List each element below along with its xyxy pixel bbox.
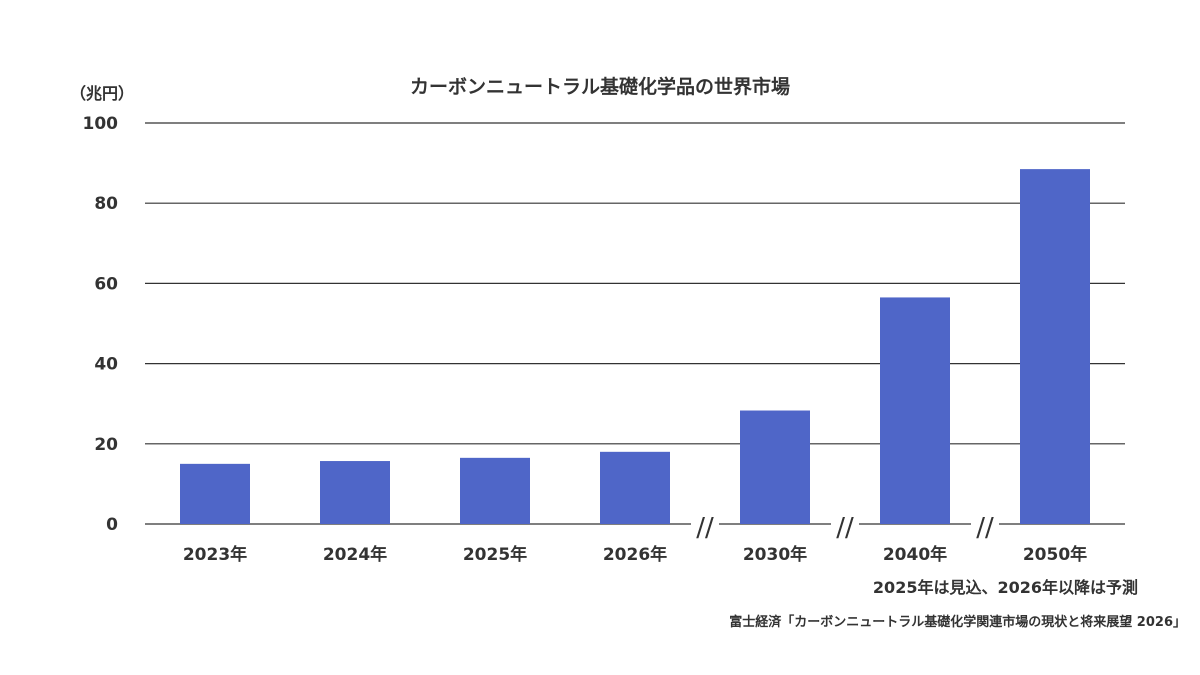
x-tick-label: 2026年 bbox=[603, 544, 667, 565]
x-tick-labels: 2023年 2024年 2025年 2026年 2030年 2040年 2050年 bbox=[183, 544, 1087, 565]
axis-break-mark: // bbox=[836, 513, 854, 543]
axis-break-mark: // bbox=[696, 513, 714, 543]
bar bbox=[460, 457, 530, 524]
bars bbox=[180, 169, 1090, 525]
y-tick-label: 0 bbox=[106, 515, 118, 535]
y-tick-label: 80 bbox=[94, 194, 118, 214]
bar bbox=[320, 461, 390, 524]
x-tick-label: 2040年 bbox=[883, 544, 947, 565]
axis-break-mark: // bbox=[976, 513, 994, 543]
bar bbox=[740, 410, 810, 524]
axis-break-gap bbox=[691, 520, 719, 528]
source-citation: 富士経済「カーボンニュートラル基礎化学関連市場の現状と将来展望 2026」 bbox=[729, 615, 1186, 630]
y-tick-label: 20 bbox=[94, 435, 118, 455]
axis-breaks: // // // bbox=[691, 513, 999, 543]
bar bbox=[880, 297, 950, 524]
y-tick-label: 60 bbox=[94, 274, 118, 294]
axis-break-gap bbox=[831, 520, 859, 528]
x-tick-label: 2025年 bbox=[463, 544, 527, 565]
x-tick-label: 2030年 bbox=[743, 544, 807, 565]
chart-title: カーボンニュートラル基礎化学品の世界市場 bbox=[409, 76, 790, 98]
y-tick-label: 100 bbox=[83, 114, 119, 134]
forecast-note: 2025年は見込、2026年以降は予測 bbox=[872, 578, 1138, 597]
bar bbox=[180, 463, 250, 524]
axis-break-gap bbox=[971, 520, 999, 528]
x-tick-label: 2024年 bbox=[323, 544, 387, 565]
x-tick-label: 2023年 bbox=[183, 544, 247, 565]
y-tick-label: 40 bbox=[94, 355, 118, 375]
y-axis-unit: （兆円） bbox=[70, 84, 135, 103]
x-tick-label: 2050年 bbox=[1023, 544, 1087, 565]
y-tick-labels: 100 80 60 40 20 0 bbox=[83, 114, 119, 535]
bar bbox=[1020, 169, 1090, 525]
bar bbox=[600, 451, 670, 524]
